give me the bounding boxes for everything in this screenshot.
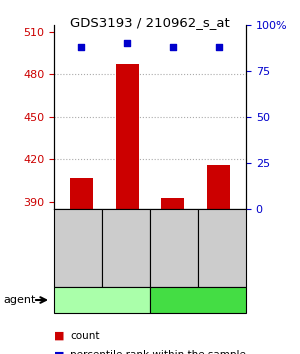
- Bar: [116, 64, 139, 209]
- Point: [216, 44, 221, 50]
- Text: ■: ■: [54, 331, 64, 341]
- Text: agent: agent: [3, 295, 35, 305]
- Bar: [161, 198, 184, 209]
- Point: [125, 40, 130, 46]
- Bar: [207, 165, 230, 209]
- Bar: [70, 178, 93, 209]
- Point: [79, 44, 84, 50]
- Text: control: control: [83, 295, 121, 305]
- Text: percentile rank within the sample: percentile rank within the sample: [70, 350, 246, 354]
- Text: GSM264757: GSM264757: [169, 221, 178, 275]
- Text: GDS3193 / 210962_s_at: GDS3193 / 210962_s_at: [70, 16, 230, 29]
- Text: GSM264755: GSM264755: [74, 221, 82, 275]
- Text: GSM264756: GSM264756: [122, 221, 130, 275]
- Text: count: count: [70, 331, 100, 341]
- Point: [170, 44, 175, 50]
- Text: GSM264758: GSM264758: [218, 221, 226, 275]
- Text: VAF347: VAF347: [177, 295, 219, 305]
- Text: ■: ■: [54, 350, 64, 354]
